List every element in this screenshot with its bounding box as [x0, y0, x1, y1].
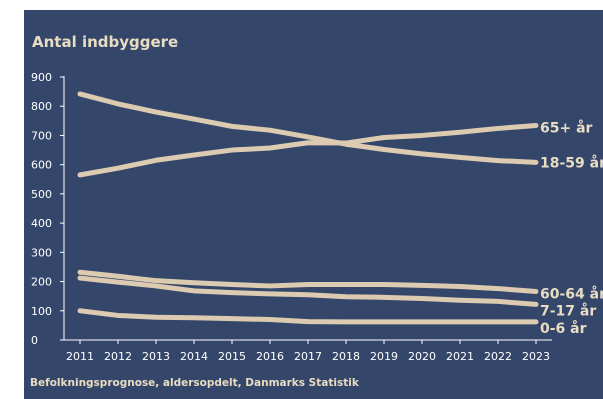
y-tick-label: 800: [31, 100, 52, 113]
chart-title: Antal indbyggere: [32, 33, 179, 51]
x-tick-label: 2014: [180, 350, 208, 363]
x-tick-label: 2013: [142, 350, 170, 363]
x-tick-label: 2017: [294, 350, 322, 363]
series-label: 60-64 år: [540, 285, 603, 302]
series-line: [77, 123, 539, 178]
y-tick-label: 100: [31, 305, 52, 318]
series-label: 18-59 år: [540, 154, 603, 171]
x-tick-label: 2019: [370, 350, 398, 363]
y-tick-label: 200: [31, 276, 52, 289]
y-tick-label: 300: [31, 246, 52, 259]
x-tick-label: 2022: [484, 350, 512, 363]
series-line: [77, 91, 539, 165]
series-line: [77, 269, 539, 294]
chart-panel: [24, 10, 603, 399]
x-tick-label: 2021: [446, 350, 474, 363]
y-tick-label: 400: [31, 217, 52, 230]
source-note: Befolkningsprognose, aldersopdelt, Danma…: [30, 377, 359, 389]
x-tick-label: 2015: [218, 350, 246, 363]
series-line: [77, 308, 539, 325]
x-tick-label: 2012: [104, 350, 132, 363]
x-tick-label: 2016: [256, 350, 284, 363]
series-label: 0-6 år: [540, 320, 587, 337]
y-tick-label: 0: [31, 334, 38, 347]
x-tick-label: 2018: [332, 350, 360, 363]
x-tick-label: 2011: [66, 350, 94, 363]
series-label: 7-17 år: [540, 302, 596, 319]
y-tick-label: 500: [31, 188, 52, 201]
series-label: 65+ år: [540, 120, 593, 137]
x-tick-label: 2023: [522, 350, 550, 363]
y-tick-label: 600: [31, 159, 52, 172]
y-tick-label: 700: [31, 129, 52, 142]
y-tick-label: 900: [31, 71, 52, 84]
x-tick-label: 2020: [408, 350, 436, 363]
